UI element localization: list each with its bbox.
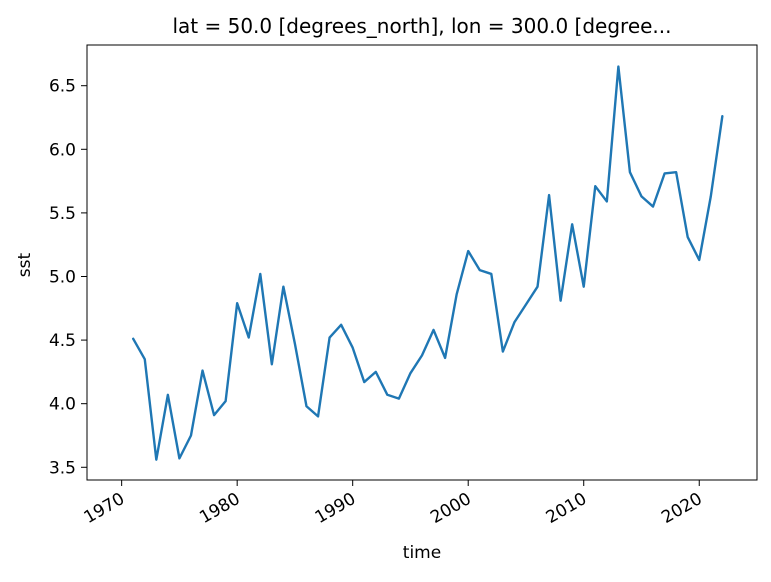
y-axis-label: sst	[15, 252, 35, 277]
x-tick-label: 2020	[658, 489, 705, 528]
series-line	[132, 65, 724, 461]
x-tick-label: 1990	[312, 489, 359, 528]
series-layer	[132, 65, 724, 461]
y-axis: 3.5 4.0 4.5 5.0 5.5 6.0 6.5	[49, 77, 87, 478]
x-tick-label: 1970	[81, 489, 128, 528]
chart-title: lat = 50.0 [degrees_north], lon = 300.0 …	[172, 14, 671, 38]
x-tick-label: 2010	[543, 489, 590, 528]
y-tick-label: 6.0	[49, 140, 76, 160]
y-tick-label: 4.5	[49, 331, 76, 351]
y-tick-label: 5.0	[49, 267, 76, 287]
y-tick-label: 5.5	[49, 204, 76, 224]
x-tick-label: 1980	[196, 489, 243, 528]
y-tick-label: 3.5	[49, 458, 76, 478]
x-axis-label: time	[403, 543, 441, 563]
x-axis: 1970 1980 1990 2000 2010 2020	[81, 480, 706, 528]
axes-frame	[86, 44, 758, 481]
y-tick-label: 4.0	[49, 395, 76, 415]
y-tick-label: 6.5	[49, 77, 76, 97]
x-tick-label: 2000	[427, 489, 474, 528]
axes-spines	[86, 44, 758, 481]
